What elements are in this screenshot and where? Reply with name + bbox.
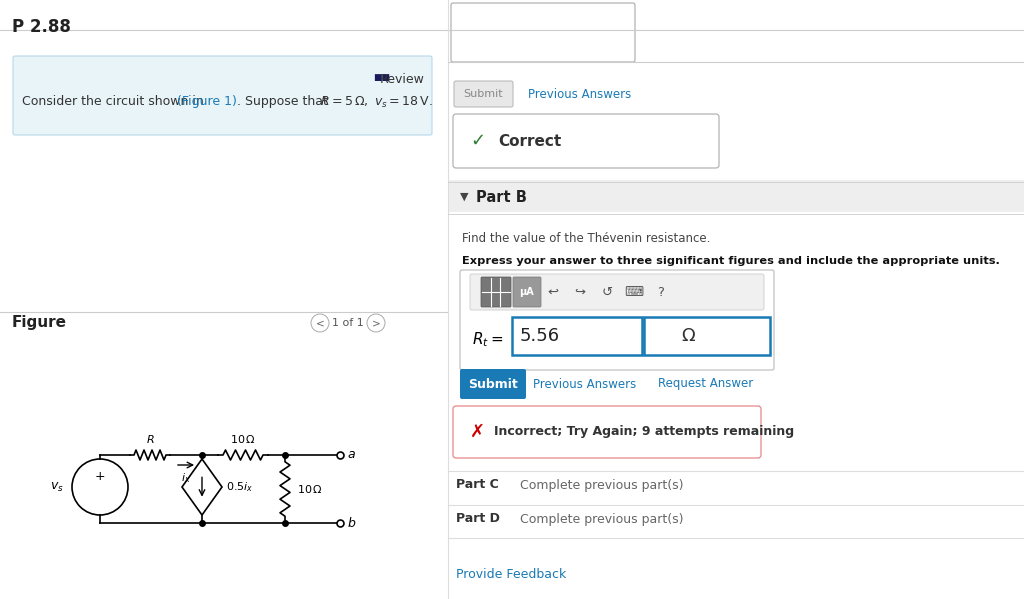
Text: Complete previous part(s): Complete previous part(s) <box>520 513 683 525</box>
Text: <: < <box>315 318 325 328</box>
Text: Part C: Part C <box>456 479 499 492</box>
Text: . Suppose that: . Suppose that <box>237 95 332 108</box>
Text: $R_t =$: $R_t =$ <box>472 331 504 349</box>
Text: Ω: Ω <box>681 327 695 345</box>
Text: $10\,\Omega$: $10\,\Omega$ <box>297 483 323 495</box>
Circle shape <box>72 459 128 515</box>
Text: Provide Feedback: Provide Feedback <box>456 567 566 580</box>
Text: ■■: ■■ <box>373 73 390 82</box>
Circle shape <box>311 314 329 332</box>
Text: Incorrect; Try Again; 9 attempts remaining: Incorrect; Try Again; 9 attempts remaini… <box>494 425 795 438</box>
Text: $R = 5\,\Omega,\ v_s = 18\,\mathrm{V}.$: $R = 5\,\Omega,\ v_s = 18\,\mathrm{V}.$ <box>319 95 433 110</box>
Text: 5.56: 5.56 <box>520 327 560 345</box>
Text: Request Answer: Request Answer <box>658 377 754 391</box>
Text: ?: ? <box>657 286 665 298</box>
Text: Complete previous part(s): Complete previous part(s) <box>520 479 683 492</box>
Text: Find the value of the Thévenin resistance.: Find the value of the Thévenin resistanc… <box>462 232 711 245</box>
Text: Part D: Part D <box>456 513 500 525</box>
Text: $R$: $R$ <box>145 433 155 445</box>
FancyBboxPatch shape <box>513 277 541 307</box>
Text: $b$: $b$ <box>347 516 356 530</box>
Text: $0.5i_x$: $0.5i_x$ <box>226 480 253 494</box>
Text: ✓: ✓ <box>470 132 485 150</box>
Text: $i_x$: $i_x$ <box>181 471 190 485</box>
FancyBboxPatch shape <box>481 277 511 307</box>
Text: Consider the circuit shown in: Consider the circuit shown in <box>22 95 208 108</box>
Text: ↺: ↺ <box>601 286 612 298</box>
Text: >: > <box>372 318 380 328</box>
Text: Part B: Part B <box>476 189 527 204</box>
FancyBboxPatch shape <box>453 406 761 458</box>
Text: $v_s$: $v_s$ <box>50 480 63 494</box>
Text: Previous Answers: Previous Answers <box>534 377 636 391</box>
FancyBboxPatch shape <box>13 56 432 135</box>
Circle shape <box>367 314 385 332</box>
Text: ⌨: ⌨ <box>625 286 643 298</box>
Text: Figure: Figure <box>12 316 67 331</box>
Text: ↩: ↩ <box>548 286 558 298</box>
Text: ▼: ▼ <box>460 192 469 202</box>
Text: Submit: Submit <box>468 377 518 391</box>
Text: ↪: ↪ <box>574 286 586 298</box>
Text: 1 of 1: 1 of 1 <box>332 318 364 328</box>
FancyBboxPatch shape <box>460 369 526 399</box>
Text: Express your answer to three significant figures and include the appropriate uni: Express your answer to three significant… <box>462 256 999 266</box>
Text: Review: Review <box>380 73 425 86</box>
FancyBboxPatch shape <box>644 317 770 355</box>
Text: P 2.88: P 2.88 <box>12 18 71 36</box>
Bar <box>449 180 1024 212</box>
FancyBboxPatch shape <box>470 274 764 310</box>
FancyBboxPatch shape <box>454 81 513 107</box>
FancyBboxPatch shape <box>453 114 719 168</box>
Text: Submit: Submit <box>463 89 503 99</box>
Text: $a$: $a$ <box>347 449 356 461</box>
Text: μA: μA <box>519 287 535 297</box>
Text: Previous Answers: Previous Answers <box>528 87 631 101</box>
Polygon shape <box>182 459 222 515</box>
Text: ✗: ✗ <box>470 423 485 441</box>
Text: +: + <box>94 470 105 483</box>
Text: Correct: Correct <box>498 134 561 149</box>
FancyBboxPatch shape <box>460 270 774 370</box>
Text: (Figure 1): (Figure 1) <box>177 95 237 108</box>
FancyBboxPatch shape <box>451 3 635 62</box>
FancyBboxPatch shape <box>512 317 642 355</box>
Text: $10\,\Omega$: $10\,\Omega$ <box>230 433 256 445</box>
